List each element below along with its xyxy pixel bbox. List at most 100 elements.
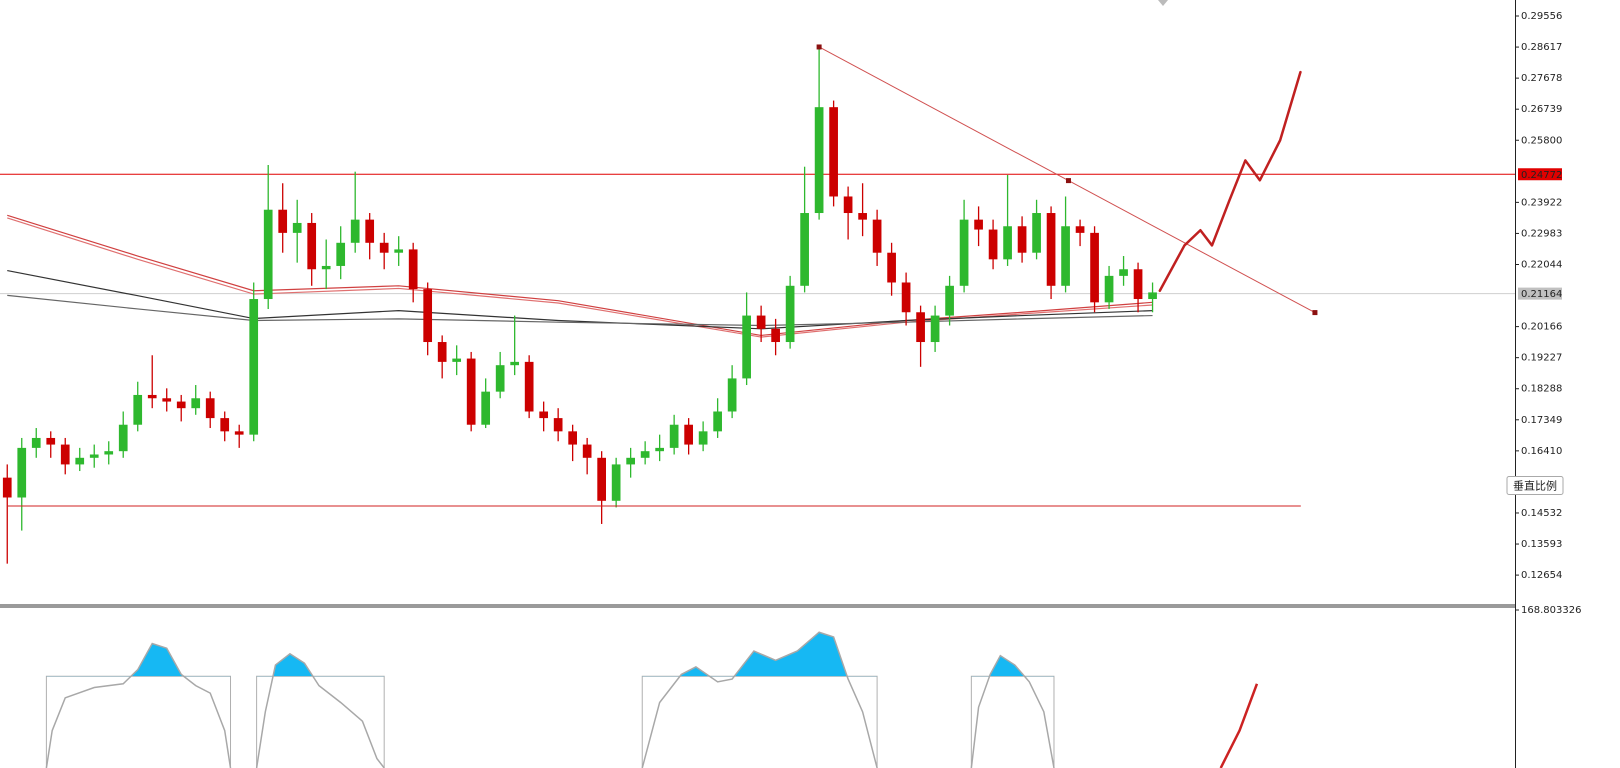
candle-body	[46, 437, 56, 445]
oscillator-fill	[679, 632, 848, 677]
candle-body	[191, 398, 201, 409]
price-tag-label: 0.24772	[1521, 170, 1562, 181]
candle-body	[408, 249, 418, 290]
candle-body	[176, 401, 186, 409]
y-tick-label: 0.13593	[1521, 539, 1562, 550]
candle-body	[1061, 226, 1070, 286]
candle-body	[829, 107, 838, 197]
candle-body	[394, 249, 404, 253]
panel-separator	[0, 604, 1515, 608]
candle-body	[1003, 226, 1012, 260]
y-tick-label: 0.27678	[1521, 73, 1562, 84]
candle-body	[930, 315, 940, 343]
scale-button-label: 垂直比例	[1513, 479, 1557, 493]
candle-body	[1046, 213, 1056, 286]
candle-body	[481, 391, 491, 425]
candle-body	[1133, 269, 1143, 300]
moving-average	[7, 294, 1153, 327]
line-anchor	[1065, 178, 1071, 184]
y-tick-label: 168.803326	[1521, 605, 1581, 616]
candle-body	[640, 451, 650, 458]
candle-body	[147, 394, 157, 399]
candle-body	[234, 431, 244, 435]
candle-body	[539, 411, 549, 419]
candle-body	[17, 447, 27, 498]
candle-body	[423, 289, 433, 343]
candle-body	[597, 457, 606, 501]
y-tick-label: 0.23922	[1521, 197, 1562, 208]
candle-body	[133, 394, 143, 425]
candle-body	[669, 424, 679, 448]
candle-body	[1090, 232, 1099, 303]
candle-body	[365, 219, 375, 243]
candle-body	[713, 411, 722, 432]
candle-body	[626, 457, 635, 465]
scroll-marker	[1158, 0, 1168, 6]
moving-average	[7, 269, 1153, 330]
candle-body	[814, 107, 824, 214]
candle-body	[684, 424, 693, 445]
y-tick-label: 0.17349	[1521, 415, 1562, 426]
candle-body	[858, 213, 867, 220]
candle-body	[945, 285, 954, 316]
candle-body	[278, 209, 288, 233]
candle-body	[205, 398, 215, 419]
candle-body	[350, 219, 360, 243]
candle-body	[800, 213, 809, 286]
moving-average	[7, 214, 1153, 337]
candle-body	[379, 242, 389, 253]
candle-body	[1148, 292, 1157, 300]
candle-body	[220, 418, 230, 432]
y-tick-label: 0.14532	[1521, 508, 1562, 519]
y-tick-label: 0.26739	[1521, 104, 1562, 115]
candle-body	[118, 424, 128, 452]
oscillator-line	[1219, 683, 1259, 768]
candle-body	[60, 444, 70, 465]
candle-body	[1075, 226, 1085, 233]
candle-body	[2, 477, 12, 498]
candle-body	[307, 222, 317, 270]
candle-body	[553, 418, 563, 432]
candle-body	[742, 315, 751, 379]
candle-body	[771, 328, 780, 343]
line-anchor	[816, 44, 822, 50]
candle-body	[1104, 275, 1114, 303]
y-tick-label: 0.20166	[1521, 322, 1562, 333]
candle-body	[887, 252, 896, 283]
candle-body	[756, 315, 766, 329]
candle-body	[916, 312, 925, 343]
price-tag-label: 0.21164	[1521, 289, 1562, 300]
candle-body	[524, 361, 534, 412]
candle-body	[611, 464, 621, 501]
drawn-line	[1158, 70, 1302, 293]
price-tag	[1518, 168, 1562, 181]
candle-body	[785, 285, 795, 343]
candle-body	[452, 358, 462, 362]
y-tick-label: 0.28617	[1521, 42, 1562, 53]
candle-body	[1017, 226, 1027, 253]
oscillator-fill	[130, 643, 184, 677]
candle-body	[727, 378, 737, 412]
candle-body	[89, 454, 99, 458]
y-tick-label: 0.16410	[1521, 446, 1562, 457]
candle-body	[698, 431, 708, 445]
candle-body	[901, 282, 911, 313]
candle-body	[872, 219, 882, 253]
candle-body	[321, 265, 331, 270]
candle-body	[263, 209, 273, 300]
line-anchor	[1312, 310, 1318, 316]
candle-body	[510, 361, 520, 366]
scale-button-frame	[1506, 476, 1564, 495]
candle-body	[466, 358, 476, 425]
y-tick-label: 0.18288	[1521, 384, 1562, 395]
price-tag	[1518, 287, 1562, 300]
oscillator-line	[45, 631, 1055, 768]
scale-button[interactable]: 垂直比例	[1506, 476, 1564, 495]
candle-body	[292, 222, 302, 233]
candle-body	[495, 365, 505, 392]
candle-body	[568, 431, 578, 445]
candle-body	[162, 398, 172, 402]
y-tick-label: 0.29556	[1521, 11, 1562, 22]
